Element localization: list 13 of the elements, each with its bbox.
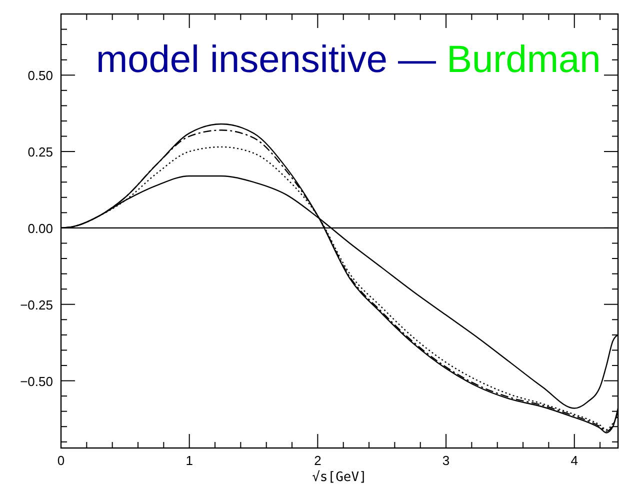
annotation: Burdman	[436, 39, 601, 81]
x-tick-label: 1	[186, 453, 193, 468]
y-tick-label: 0.25	[28, 144, 53, 160]
x-tick-label: 0	[57, 453, 65, 468]
y-tick-label: 0.00	[28, 220, 53, 236]
x-axis-title: √s[GeV]	[312, 470, 367, 485]
y-tick-label: 0.50	[28, 68, 53, 84]
x-tick-label: 4	[570, 453, 578, 468]
x-tick-label: 2	[314, 453, 322, 468]
x-tick-label: 3	[442, 453, 450, 468]
annotation: model insensitive —	[96, 39, 436, 81]
y-tick-label: −0.25	[20, 297, 53, 312]
y-tick-label: −0.50	[20, 374, 53, 389]
